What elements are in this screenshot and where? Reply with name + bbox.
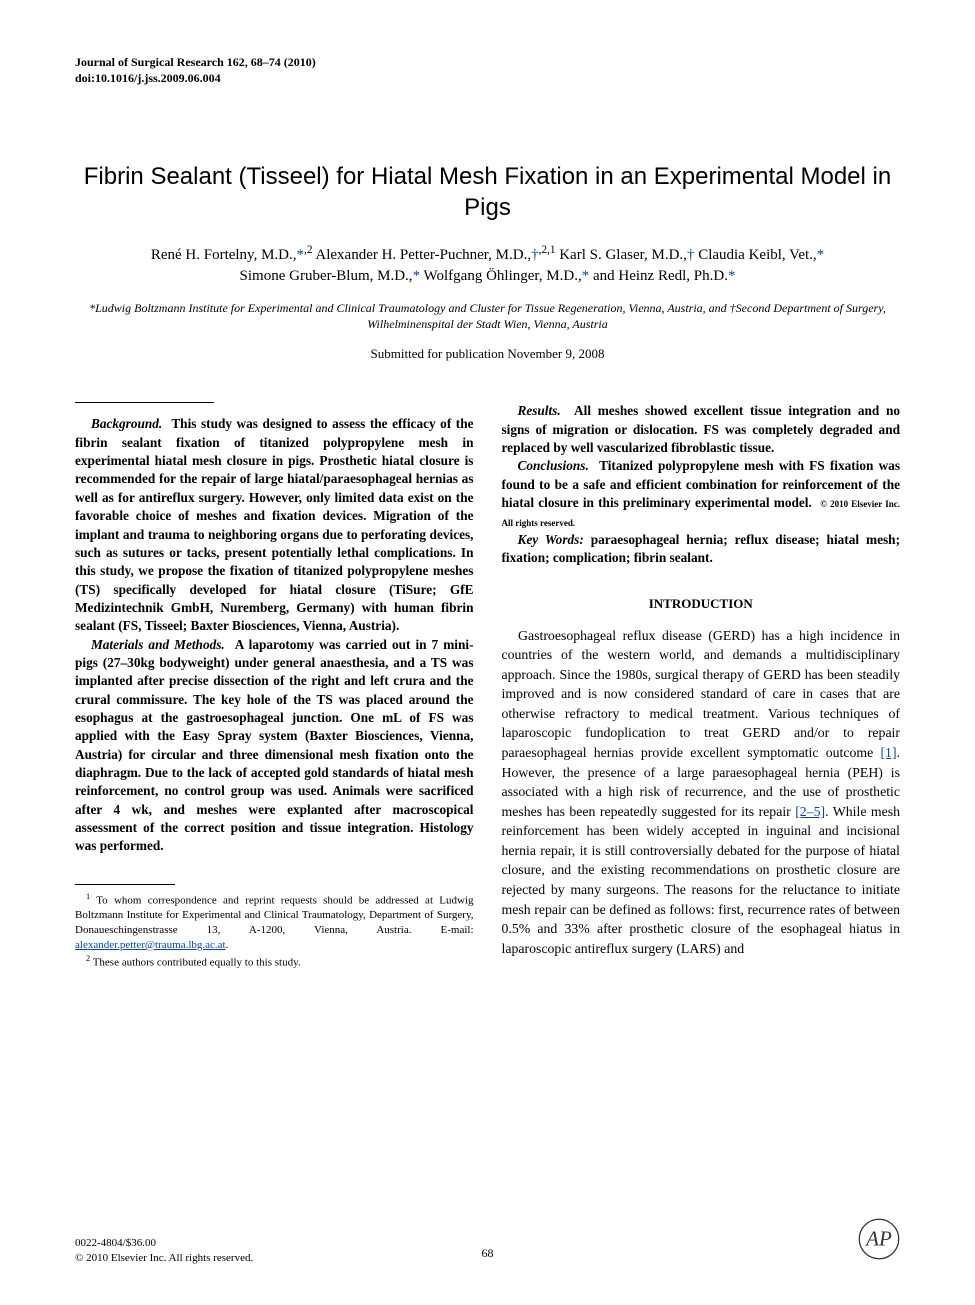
journal-line: Journal of Surgical Research 162, 68–74 …: [75, 55, 900, 71]
footer-issn: 0022-4804/$36.00: [75, 1236, 253, 1250]
footnote-2: 2 These authors contributed equally to t…: [75, 953, 474, 971]
footnotes: 1 To whom correspondence and reprint req…: [75, 884, 474, 971]
footer-copyright: © 2010 Elsevier Inc. All rights reserved…: [75, 1251, 253, 1265]
fn1-text: To whom correspondence and reprint reque…: [75, 894, 474, 936]
article-title: Fibrin Sealant (Tisseel) for Hiatal Mesh…: [75, 161, 900, 223]
affiliations: *Ludwig Boltzmann Institute for Experime…: [75, 300, 900, 332]
abstract: Background. This study was designed to a…: [75, 415, 474, 855]
page-footer: 0022-4804/$36.00 © 2010 Elsevier Inc. Al…: [75, 1218, 900, 1265]
left-column: Background. This study was designed to a…: [75, 402, 474, 970]
journal-header: Journal of Surgical Research 162, 68–74 …: [75, 55, 900, 86]
keywords: Key Words: paraesophageal hernia; reflux…: [502, 531, 901, 568]
abstract-background: Background. This study was designed to a…: [75, 415, 474, 635]
methods-text: A laparotomy was carried out in 7 mini-p…: [75, 637, 474, 854]
abstract-methods: Materials and Methods. A laparotomy was …: [75, 636, 474, 856]
conclusions-label: Conclusions.: [517, 458, 588, 473]
footnote-1: 1 To whom correspondence and reprint req…: [75, 891, 474, 953]
author-list: René H. Fortelny, M.D.,*,2 Alexander H. …: [75, 242, 900, 289]
content-columns: Background. This study was designed to a…: [75, 402, 900, 970]
submitted-date: Submitted for publication November 9, 20…: [75, 346, 900, 362]
fn2-marker: 2: [86, 954, 90, 963]
publisher-logo: AP: [858, 1218, 900, 1265]
keywords-label: Key Words:: [517, 532, 583, 547]
introduction-heading: INTRODUCTION: [502, 596, 901, 612]
abstract-conclusions: Conclusions. Titanized polypropylene mes…: [502, 457, 901, 530]
svg-text:AP: AP: [864, 1227, 892, 1251]
ref-link-1[interactable]: [1]: [880, 745, 896, 760]
footer-left: 0022-4804/$36.00 © 2010 Elsevier Inc. Al…: [75, 1236, 253, 1265]
results-text: All meshes showed excellent tissue integ…: [502, 403, 901, 455]
fn2-text: These authors contributed equally to thi…: [93, 956, 301, 968]
background-label: Background.: [91, 416, 162, 431]
intro-paragraph: Gastroesophageal reflux disease (GERD) h…: [502, 626, 901, 959]
abstract-results: Results. All meshes showed excellent tis…: [502, 402, 901, 457]
results-label: Results.: [517, 403, 560, 418]
ref-link-2-5[interactable]: [2–5]: [795, 804, 825, 819]
doi-line: doi:10.1016/j.jss.2009.06.004: [75, 71, 900, 87]
fn1-email-link[interactable]: alexander.petter@trauma.lbg.ac.at: [75, 939, 226, 951]
ap-logo-icon: AP: [858, 1218, 900, 1260]
introduction-body: Gastroesophageal reflux disease (GERD) h…: [502, 626, 901, 959]
footnote-rule: [75, 884, 175, 885]
fn1-marker: 1: [86, 892, 90, 901]
abstract-rule-top: [75, 402, 214, 403]
methods-label: Materials and Methods.: [91, 637, 225, 652]
background-text: This study was designed to assess the ef…: [75, 416, 474, 633]
right-column: Results. All meshes showed excellent tis…: [502, 402, 901, 970]
page-number: 68: [482, 1246, 494, 1261]
abstract-right: Results. All meshes showed excellent tis…: [502, 402, 901, 567]
